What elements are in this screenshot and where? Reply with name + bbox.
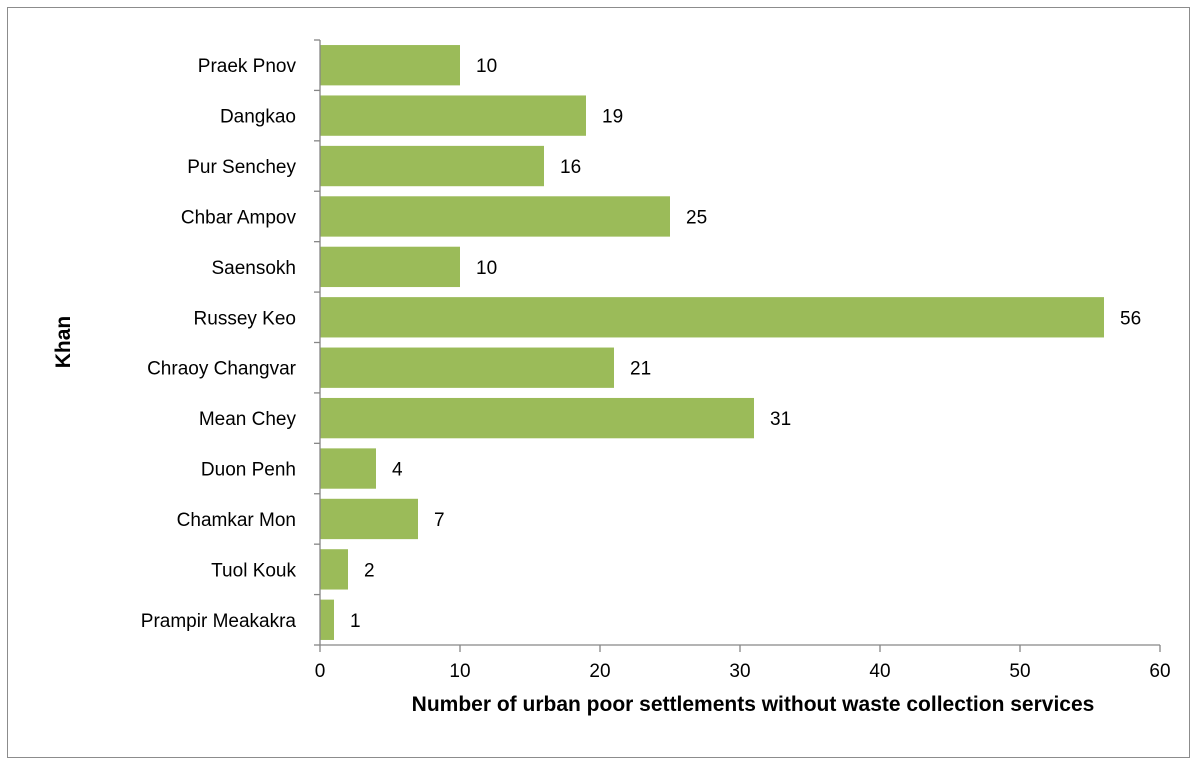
category-label: Pur Senchey <box>187 157 296 178</box>
category-label: Tuol Kouk <box>211 560 296 581</box>
category-label: Chbar Ampov <box>181 207 297 228</box>
bar <box>320 549 348 590</box>
category-label: Chraoy Changvar <box>147 359 297 380</box>
bar <box>320 498 418 540</box>
data-label: 2 <box>364 560 375 581</box>
bar <box>320 246 460 288</box>
category-label: Duon Penh <box>201 460 296 481</box>
category-label: Saensokh <box>211 258 296 279</box>
data-label: 16 <box>560 157 581 178</box>
x-tick-label: 50 <box>1009 661 1030 682</box>
y-axis-title: Khan <box>52 316 75 369</box>
bar <box>320 599 334 640</box>
bars-layer <box>320 45 1104 640</box>
category-label: Russey Keo <box>194 308 296 329</box>
category-label: Dangkao <box>220 107 296 128</box>
x-tick-label: 40 <box>869 661 890 682</box>
bar <box>320 397 754 439</box>
data-label: 7 <box>434 510 445 531</box>
category-label: Prampir Meakakra <box>141 611 297 632</box>
bar <box>320 297 1104 338</box>
x-tick-label: 30 <box>729 661 750 682</box>
data-label: 19 <box>602 107 623 128</box>
data-label: 10 <box>476 56 497 77</box>
axes-layer <box>314 39 1161 652</box>
x-axis-title: Number of urban poor settlements without… <box>412 693 1095 716</box>
bar <box>320 95 586 136</box>
category-label: Praek Pnov <box>198 56 297 77</box>
data-label: 56 <box>1120 308 1141 329</box>
bar <box>320 448 376 489</box>
category-label: Mean Chey <box>199 409 297 430</box>
data-label: 10 <box>476 258 497 279</box>
data-label: 25 <box>686 207 707 228</box>
x-tick-label: 60 <box>1149 661 1170 682</box>
x-tick-label: 0 <box>315 661 326 682</box>
data-label: 1 <box>350 611 361 632</box>
x-tick-label: 20 <box>589 661 610 682</box>
bar <box>320 347 614 388</box>
data-label: 21 <box>630 359 651 380</box>
data-label: 31 <box>770 409 791 430</box>
x-tick-label: 10 <box>449 661 470 682</box>
bar <box>320 196 670 237</box>
bar <box>320 45 460 86</box>
data-label: 4 <box>392 460 403 481</box>
bar <box>320 145 544 187</box>
category-label: Chamkar Mon <box>177 510 296 531</box>
